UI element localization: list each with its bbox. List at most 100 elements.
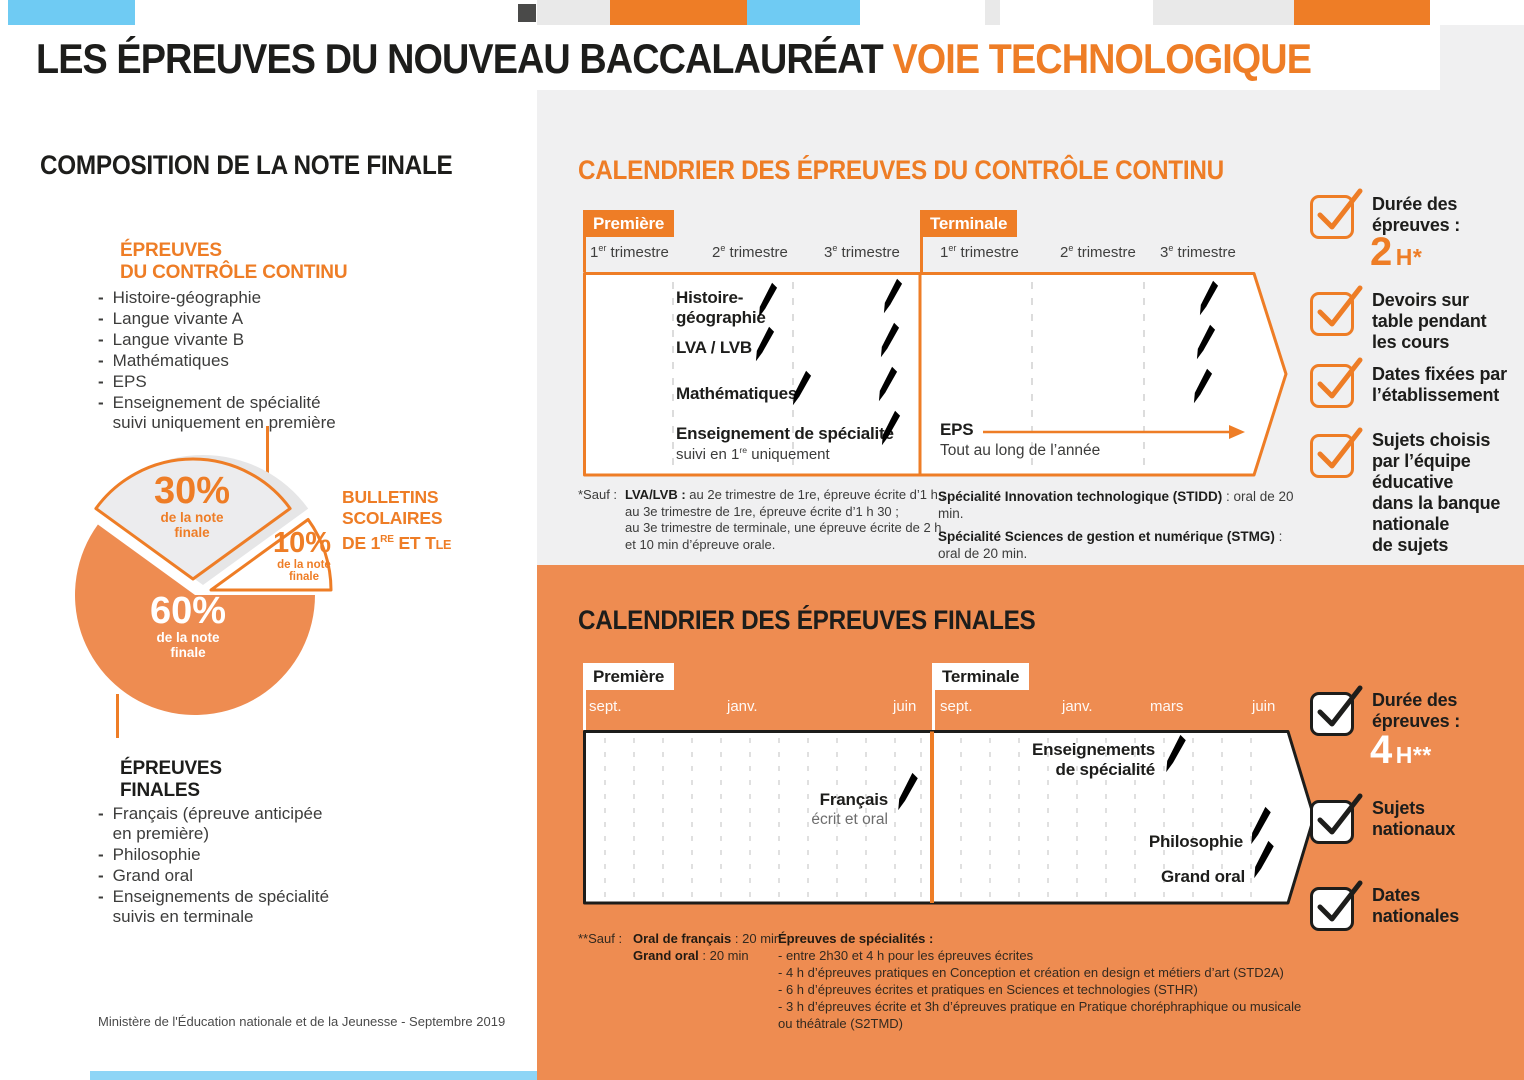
- sidebar-item-duree-value: 2 H*: [1370, 230, 1423, 274]
- svg-text:finale: finale: [174, 525, 210, 540]
- pie-label-10-pct: 10%: [273, 527, 331, 559]
- tab-stem-line: [920, 237, 923, 272]
- eps-label: EPS: [940, 420, 974, 439]
- pie-connector-bottom: [116, 694, 119, 738]
- continu-calendar-box: Histoire- géographie LVA / LVB Mathémati…: [583, 272, 1289, 477]
- finales-footnote-durees: Oral de français : 20 min Grand oral : 2…: [633, 931, 782, 963]
- month-label: juin: [893, 698, 917, 715]
- sidebar-item-duree-finales-value: 4 H**: [1370, 728, 1432, 772]
- list-item: - Français (épreuve anticipée en première…: [98, 804, 323, 843]
- svg-text:de la note: de la note: [156, 630, 220, 645]
- pie-connector-top: [266, 426, 269, 480]
- pie-slice-60: [75, 524, 315, 716]
- sidebar-item-dates: Dates fixées par l’établissement: [1372, 364, 1507, 405]
- list-item: - Enseignement de spécialité suivi unique…: [98, 393, 336, 432]
- pen-icon: [878, 366, 898, 402]
- bottom-blue-strip: [90, 1071, 537, 1080]
- continu-list-heading: ÉPREUVES DU CONTRÔLE CONTINU: [120, 240, 348, 283]
- continu-heading: CALENDRIER DES ÉPREUVES DU CONTRÔLE CONT…: [578, 155, 1224, 185]
- strip-block-blue-2: [747, 0, 860, 25]
- pen-icon: [1254, 840, 1274, 879]
- tab-stem-line: [932, 690, 935, 730]
- pen-icon: [1196, 324, 1216, 360]
- title-black: LES ÉPREUVES DU NOUVEAU BACCALAURÉAT: [36, 35, 893, 82]
- col-label: 3e trimestre: [1160, 243, 1236, 261]
- tab-premiere-finales: Première: [583, 663, 675, 690]
- list-item: - EPS: [98, 372, 147, 391]
- pen-icon: [880, 322, 900, 358]
- continu-box-outline: [583, 272, 1288, 477]
- tab-stem-line: [583, 690, 586, 730]
- svg-text:finale: finale: [289, 571, 319, 583]
- month-label: sept.: [940, 698, 973, 715]
- pie-chart: 30% de la note finale 10% de la note fin…: [75, 454, 333, 716]
- strip-block-gray-2: [985, 0, 1000, 25]
- finales-footnote-star: **Sauf :: [578, 931, 623, 946]
- bulletins-label: BULLETINS SCOLAIRES DE 1RE ET TLE: [342, 487, 452, 553]
- list-item: - Mathématiques: [98, 351, 229, 370]
- tab-terminale-continu: Terminale: [920, 210, 1018, 237]
- row-sub-specialite: suivi en 1re uniquement: [676, 445, 830, 463]
- svg-text:finale: finale: [170, 645, 206, 660]
- sidebar-item-devoirs: Devoirs sur table pendant les cours: [1372, 290, 1487, 352]
- list-item: - Langue vivante B: [98, 330, 245, 349]
- sidebar-item-sujets-nationaux: Sujets nationaux: [1372, 798, 1456, 839]
- sidebar-item-dates-nationales: Dates nationales: [1372, 885, 1460, 926]
- svg-text:de la note: de la note: [160, 510, 224, 525]
- sidebar-item-duree: Durée des épreuves :: [1372, 194, 1461, 235]
- continu-footnote-star: *Sauf :: [578, 487, 618, 502]
- finales-list: - Français (épreuve anticipée en première…: [98, 804, 438, 928]
- checkbox-icon: [1310, 685, 1363, 736]
- row-label-lva-lvb: LVA / LVB: [676, 338, 752, 357]
- strip-block-blue-1: [8, 0, 135, 25]
- checkbox-icon: [1310, 285, 1363, 336]
- pen-icon: [755, 326, 775, 362]
- list-item: - Langue vivante A: [98, 309, 244, 328]
- month-label: juin: [1252, 698, 1276, 715]
- strip-block-gray-1: [537, 0, 610, 25]
- month-label: sept.: [589, 698, 622, 715]
- composition-heading: COMPOSITION DE LA NOTE FINALE: [40, 150, 453, 180]
- title-band: LES ÉPREUVES DU NOUVEAU BACCALAURÉAT VOI…: [0, 25, 1440, 90]
- strip-block-dark: [518, 4, 536, 22]
- eps-sub: Tout au long de l’année: [940, 442, 1101, 459]
- eps-year-arrow: [983, 425, 1245, 439]
- finales-heading: CALENDRIER DES ÉPREUVES FINALES: [578, 605, 1036, 635]
- month-label: janv.: [1062, 698, 1093, 715]
- pen-icon: [883, 278, 903, 314]
- sidebar-item-sujets: Sujets choisis par l’équipe éducative da…: [1372, 430, 1501, 555]
- pen-icon: [898, 772, 918, 811]
- list-item: - Grand oral: [98, 866, 193, 885]
- row-label-mathematiques: Mathématiques: [676, 384, 798, 403]
- event-philosophie: Philosophie: [1148, 832, 1243, 851]
- row-label-specialite: Enseignement de spécialité: [676, 424, 894, 443]
- tab-premiere-continu: Première: [583, 210, 675, 237]
- pie-slice-10: [209, 518, 333, 592]
- strip-block-gray-3: [1153, 0, 1294, 25]
- col-label: 1er trimestre: [590, 243, 669, 261]
- checkbox-icon: [1310, 357, 1363, 408]
- col-label: 2e trimestre: [712, 243, 788, 261]
- strip-block-orange-1: [610, 0, 747, 25]
- list-item: - Enseignements de spécialité suivis en t…: [98, 887, 330, 926]
- finales-calendar-box: Français écrit et oral Enseignements de …: [583, 730, 1317, 905]
- finales-box-outline: [583, 730, 1316, 905]
- event-specialite: Enseignements de spécialité: [1031, 740, 1155, 779]
- tab-stem-line: [583, 237, 586, 272]
- page-title: LES ÉPREUVES DU NOUVEAU BACCALAURÉAT VOI…: [36, 35, 1312, 83]
- pen-icon: [792, 370, 812, 406]
- event-francais: Français: [819, 790, 889, 809]
- col-label: 3e trimestre: [824, 243, 900, 261]
- footer-credit: Ministère de l'Éducation nationale et de…: [98, 1014, 506, 1029]
- pen-icon: [881, 410, 901, 446]
- pie-label-60-pct: 60%: [150, 590, 226, 632]
- col-label: 1er trimestre: [940, 243, 1019, 261]
- pen-icon: [1199, 280, 1219, 316]
- list-item: - Philosophie: [98, 845, 201, 864]
- list-item: - Histoire-géographie: [98, 288, 262, 307]
- continu-footnote-specialites: Spécialité Innovation technologique (STI…: [938, 489, 1294, 561]
- finales-list-heading: ÉPREUVES FINALES: [120, 758, 222, 801]
- continu-list: - Histoire-géographie - Langue vivante A -…: [98, 288, 428, 434]
- sidebar-item-duree-finales: Durée des épreuves :: [1372, 690, 1461, 731]
